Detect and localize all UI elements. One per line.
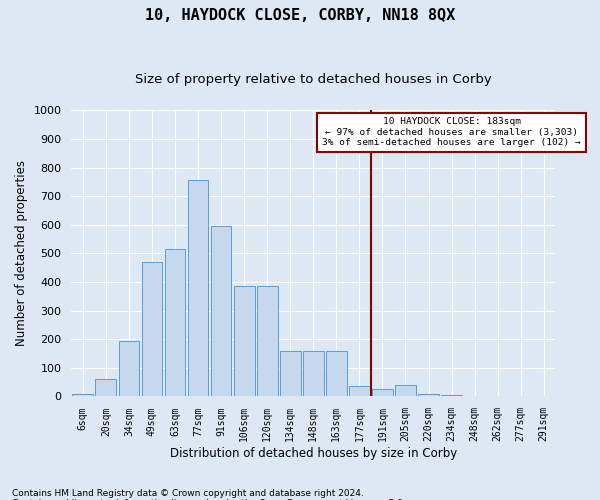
Title: Size of property relative to detached houses in Corby: Size of property relative to detached ho… [135, 72, 491, 86]
Bar [418, 394, 439, 396]
Bar [372, 390, 393, 396]
Bar [326, 350, 347, 397]
Y-axis label: Number of detached properties: Number of detached properties [15, 160, 28, 346]
Bar [257, 286, 278, 397]
Bar [164, 249, 185, 396]
Bar [188, 180, 208, 396]
Bar [142, 262, 163, 396]
Bar [119, 340, 139, 396]
Text: Contains public sector information licensed under the Open Government Licence v3: Contains public sector information licen… [12, 498, 406, 500]
Text: 10 HAYDOCK CLOSE: 183sqm
← 97% of detached houses are smaller (3,303)
3% of semi: 10 HAYDOCK CLOSE: 183sqm ← 97% of detach… [322, 118, 581, 147]
Text: 10, HAYDOCK CLOSE, CORBY, NN18 8QX: 10, HAYDOCK CLOSE, CORBY, NN18 8QX [145, 8, 455, 22]
Bar [441, 395, 462, 396]
Bar [395, 385, 416, 396]
Text: Contains HM Land Registry data © Crown copyright and database right 2024.: Contains HM Land Registry data © Crown c… [12, 488, 364, 498]
Bar [211, 226, 232, 396]
Bar [95, 380, 116, 396]
Bar [349, 386, 370, 396]
Bar [303, 350, 323, 397]
Bar [234, 286, 254, 397]
X-axis label: Distribution of detached houses by size in Corby: Distribution of detached houses by size … [170, 447, 457, 460]
Bar [280, 350, 301, 397]
Bar [73, 394, 93, 396]
